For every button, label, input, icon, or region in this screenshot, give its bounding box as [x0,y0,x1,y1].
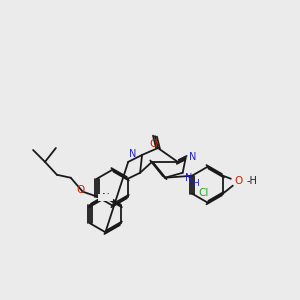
Text: O: O [235,176,243,186]
Text: N: N [101,193,109,202]
Text: O: O [150,139,158,149]
Text: N: N [189,152,196,162]
Text: Cl: Cl [198,188,209,198]
Text: H: H [192,179,199,188]
Text: O: O [76,184,85,195]
Text: -H: -H [247,176,258,186]
Text: N: N [129,149,136,159]
Text: N: N [185,173,192,183]
